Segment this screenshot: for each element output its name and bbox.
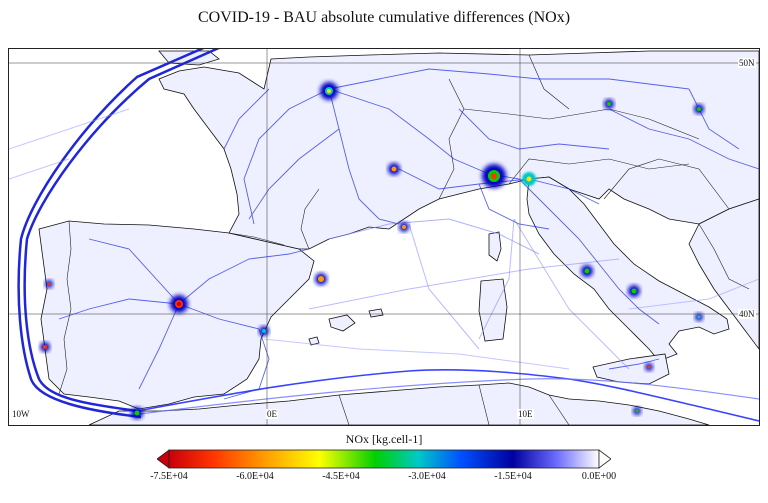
colorbar-title: NOx [kg.cell-1] <box>345 432 423 446</box>
north-africa-land <box>88 382 710 425</box>
lon-label-10w: 10W <box>11 409 31 419</box>
menorca-land <box>368 308 384 318</box>
lat-label-50n: 50N <box>738 58 756 68</box>
colorbar-tick-4: -3.0E+04 <box>408 471 446 482</box>
bari-hotspot <box>695 313 703 321</box>
malta-hotspot <box>633 407 641 415</box>
colorbar-gradient <box>168 449 600 469</box>
porto-hotspot <box>45 280 53 288</box>
corsica-land <box>488 231 502 262</box>
barcelona-hotspot <box>315 273 327 285</box>
colorbar-max-arrow <box>598 449 611 469</box>
lon-label-10e: 10E <box>517 409 534 419</box>
italy-land <box>526 176 730 362</box>
lon-label-0e: 0E <box>266 409 278 419</box>
marseille-hotspot <box>399 222 409 232</box>
iberia-land <box>38 220 315 410</box>
colorbar <box>157 449 611 469</box>
madrid-hotspot <box>170 295 188 313</box>
colorbar-tick-1: -7.5E+04 <box>150 471 188 482</box>
munich-hotspot <box>604 99 614 109</box>
map-panel: 10W 0E 10E 40N 50N <box>8 48 760 426</box>
ibiza-land <box>308 336 320 346</box>
colorbar-tick-3: -4.5E+04 <box>322 471 360 482</box>
mallorca-land <box>328 314 356 332</box>
lat-label-40n: 40N <box>738 309 756 319</box>
sicily-hotspot <box>645 363 653 371</box>
france-land <box>158 50 759 250</box>
colorbar-min-arrow <box>157 449 170 469</box>
milan-hotspot <box>482 164 506 188</box>
emission-map <box>9 49 759 425</box>
colorbar-tick-5: -1.5E+04 <box>494 471 532 482</box>
vienna-hotspot <box>694 104 704 114</box>
po-valley-hotspot <box>522 172 536 186</box>
country-borders <box>58 54 750 425</box>
sicily-land <box>592 353 670 385</box>
colorbar-tick-6: 0.0E+00 <box>581 471 617 482</box>
shipping-lanes <box>9 49 759 422</box>
figure-title: COVID-19 - BAU absolute cumulative diffe… <box>197 9 571 26</box>
lyon-hotspot <box>388 163 400 175</box>
gibraltar-hotspot <box>131 407 143 419</box>
lisbon-hotspot <box>40 342 50 352</box>
paris-hotspot <box>320 82 338 100</box>
rome-hotspot <box>581 265 593 277</box>
valencia-hotspot <box>259 326 269 336</box>
colorbar-tick-2: -6.0E+04 <box>236 471 274 482</box>
naples-hotspot <box>628 285 640 297</box>
graticule <box>9 49 759 425</box>
city-hotspots <box>40 82 704 419</box>
